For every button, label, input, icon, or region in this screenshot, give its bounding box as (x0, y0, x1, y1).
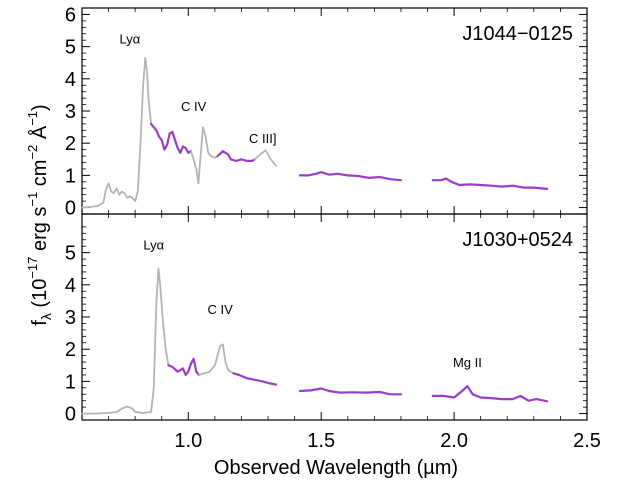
x-tick-label: 2.5 (573, 430, 601, 452)
y-tick-label: 4 (65, 69, 76, 91)
spectrum-model-segment (298, 171, 402, 182)
spectrum-model-segment (232, 372, 278, 386)
spectrum-observed-segment (81, 57, 152, 209)
line-annotation: C IV (208, 302, 234, 317)
line-annotation: Lyα (119, 31, 140, 46)
spectrum-observed-segment (81, 267, 170, 415)
y-tick-label: 1 (65, 371, 76, 393)
panel-top: 0 1 2 3 4 5 6 J1044−0125 Lyα C IV C III] (65, 4, 588, 220)
x-tick-label: 1.5 (307, 430, 335, 452)
panel-bottom: 0 1 2 3 4 5 J1030+0524 Lyα C IV Mg II (65, 213, 588, 426)
y-tick-label: 6 (65, 4, 76, 26)
spectrum-model-segment (431, 385, 549, 403)
spectrum-observed-segment (198, 343, 235, 376)
line-annotation: Lyα (143, 237, 164, 252)
spectrum-model-segment (167, 357, 200, 376)
panel-object-name: J1044−0125 (462, 23, 573, 45)
spectrum-model-segment (298, 387, 402, 396)
x-axis-title: Observed Wavelength (µm) (214, 457, 458, 479)
y-tick-label: 2 (65, 339, 76, 361)
spectrum-model-segment (150, 122, 193, 154)
line-annotation: Mg II (453, 355, 482, 370)
x-tick-label: 1.0 (174, 430, 202, 452)
y-tick-label: 0 (65, 404, 76, 426)
y-axis-title: fλ (10−17 erg s−1 cm−2 Å−1) (25, 104, 54, 325)
y-tick-label: 3 (65, 101, 76, 123)
spectrum-observed-segment (253, 149, 277, 167)
line-annotation: C IV (181, 99, 207, 114)
panel-object-name: J1030+0524 (462, 229, 573, 251)
spectrum-observed-segment (190, 126, 219, 185)
x-tick-label: 2.0 (440, 430, 468, 452)
y-tick-label: 5 (65, 37, 76, 59)
y-tick-label: 1 (65, 165, 76, 187)
y-tick-label: 4 (65, 275, 76, 297)
spectrum-model-segment (431, 177, 549, 190)
y-tick-label: 5 (65, 243, 76, 265)
y-tick-label: 2 (65, 133, 76, 155)
line-annotation: C III] (249, 131, 276, 146)
x-axis-tick-labels: 1.0 1.5 2.0 2.5 (174, 430, 600, 452)
y-tick-label: 3 (65, 307, 76, 329)
spectrum-model-segment (216, 150, 256, 162)
y-tick-label: 0 (65, 198, 76, 220)
